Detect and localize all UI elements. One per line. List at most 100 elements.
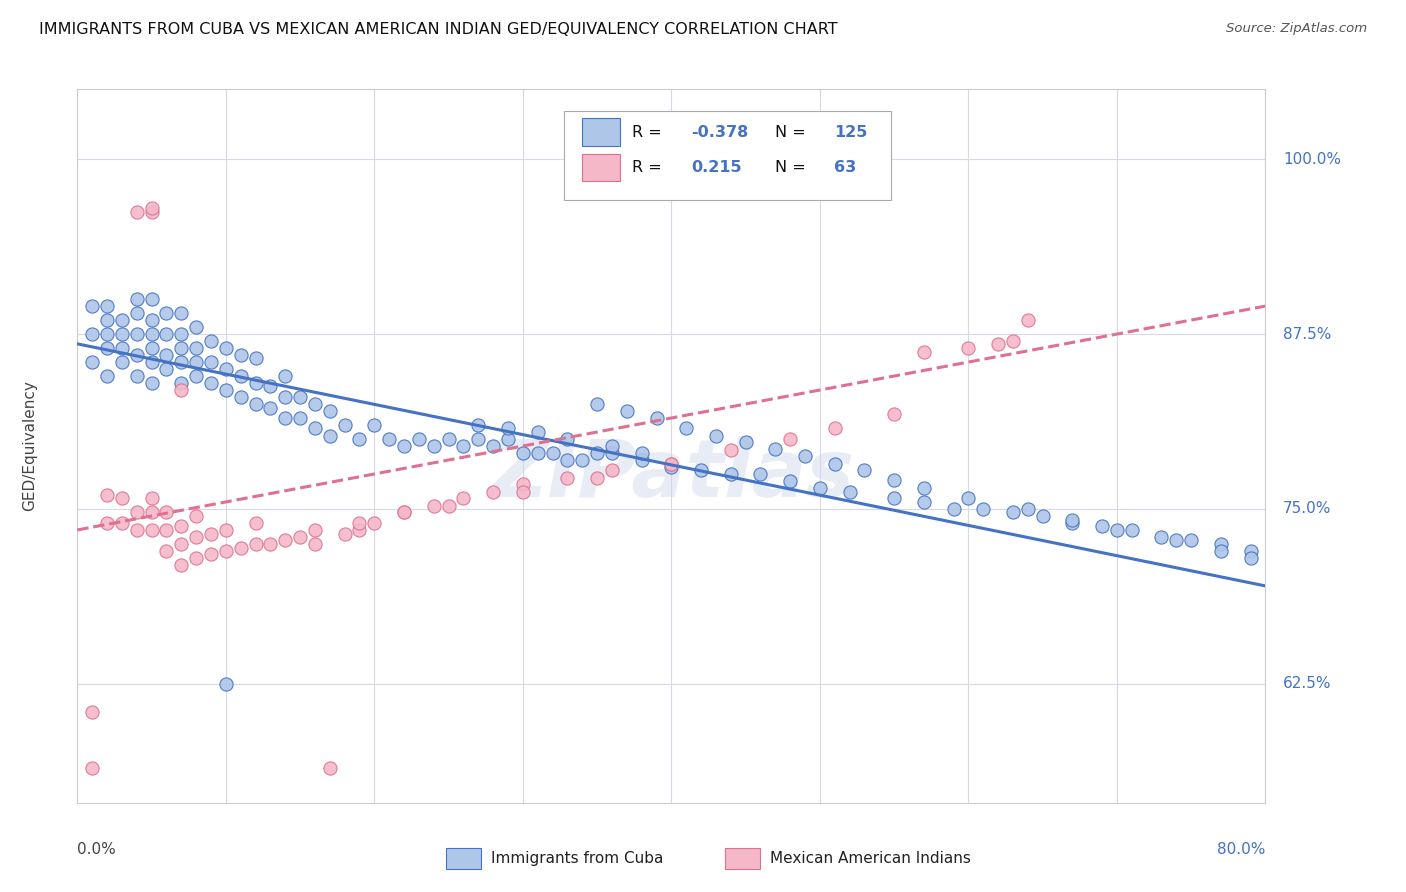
Text: Mexican American Indians: Mexican American Indians bbox=[770, 851, 972, 866]
Point bbox=[304, 523, 326, 537]
Point bbox=[363, 516, 385, 530]
Point bbox=[1001, 505, 1024, 519]
Point bbox=[215, 362, 238, 376]
Point bbox=[883, 473, 905, 487]
Point bbox=[453, 439, 475, 453]
Point bbox=[215, 544, 238, 558]
Text: Immigrants from Cuba: Immigrants from Cuba bbox=[491, 851, 664, 866]
Point bbox=[186, 355, 208, 369]
Point bbox=[155, 544, 177, 558]
Point bbox=[111, 516, 134, 530]
Point bbox=[482, 485, 505, 500]
Point bbox=[437, 499, 460, 513]
Point bbox=[824, 421, 846, 435]
Point bbox=[215, 383, 238, 397]
Point bbox=[1239, 544, 1261, 558]
Point bbox=[883, 491, 905, 505]
Point bbox=[186, 369, 208, 384]
Point bbox=[200, 376, 222, 390]
Point bbox=[229, 348, 252, 362]
Point bbox=[170, 537, 193, 551]
Point bbox=[630, 446, 652, 460]
Point bbox=[125, 327, 148, 342]
Point bbox=[186, 550, 208, 565]
Point bbox=[274, 390, 297, 404]
Text: 125: 125 bbox=[834, 125, 868, 139]
Point bbox=[1001, 334, 1024, 348]
Text: 0.215: 0.215 bbox=[692, 161, 742, 175]
Point bbox=[111, 355, 134, 369]
Point bbox=[200, 334, 222, 348]
Point bbox=[453, 491, 475, 505]
Point bbox=[512, 485, 534, 500]
Point bbox=[541, 446, 564, 460]
Point bbox=[333, 417, 356, 432]
Point bbox=[141, 205, 163, 219]
Point bbox=[170, 327, 193, 342]
Point bbox=[259, 537, 281, 551]
Point bbox=[274, 369, 297, 384]
Point bbox=[155, 362, 177, 376]
Point bbox=[526, 425, 548, 439]
Point bbox=[125, 205, 148, 219]
Point bbox=[304, 537, 326, 551]
Point bbox=[274, 533, 297, 547]
Point bbox=[155, 306, 177, 320]
Point bbox=[957, 341, 980, 355]
Point bbox=[111, 327, 134, 342]
Point bbox=[349, 523, 371, 537]
Point bbox=[392, 505, 415, 519]
Point bbox=[245, 376, 267, 390]
Point bbox=[408, 432, 430, 446]
Point bbox=[155, 505, 177, 519]
Text: N =: N = bbox=[775, 161, 811, 175]
Point bbox=[200, 527, 222, 541]
Point bbox=[186, 508, 208, 523]
Point bbox=[274, 411, 297, 425]
Point bbox=[229, 390, 252, 404]
Point bbox=[186, 530, 208, 544]
Point bbox=[170, 341, 193, 355]
Point bbox=[304, 397, 326, 411]
Point bbox=[215, 341, 238, 355]
Point bbox=[125, 348, 148, 362]
Point bbox=[170, 558, 193, 572]
Point bbox=[141, 491, 163, 505]
Point bbox=[1166, 533, 1188, 547]
Point bbox=[82, 705, 104, 719]
Point bbox=[155, 327, 177, 342]
Point bbox=[720, 443, 742, 458]
Point bbox=[125, 505, 148, 519]
Text: 75.0%: 75.0% bbox=[1284, 501, 1331, 516]
Point bbox=[883, 407, 905, 421]
Point bbox=[304, 421, 326, 435]
Point bbox=[512, 476, 534, 491]
Point bbox=[229, 541, 252, 556]
Point bbox=[141, 523, 163, 537]
Text: 63: 63 bbox=[834, 161, 856, 175]
FancyBboxPatch shape bbox=[582, 119, 620, 145]
Point bbox=[288, 530, 311, 544]
Point bbox=[749, 467, 772, 481]
FancyBboxPatch shape bbox=[564, 111, 891, 200]
Text: 87.5%: 87.5% bbox=[1284, 326, 1331, 342]
Point bbox=[259, 379, 281, 393]
Point bbox=[288, 411, 311, 425]
Point bbox=[200, 547, 222, 561]
Point bbox=[496, 421, 519, 435]
Point bbox=[779, 474, 801, 488]
Point bbox=[661, 460, 683, 475]
Point bbox=[586, 397, 609, 411]
Text: R =: R = bbox=[633, 161, 666, 175]
Point bbox=[661, 457, 683, 471]
Point bbox=[245, 397, 267, 411]
Text: ZIPatlas: ZIPatlas bbox=[489, 435, 853, 514]
Point bbox=[170, 306, 193, 320]
Point bbox=[557, 471, 579, 485]
Point bbox=[779, 432, 801, 446]
Text: R =: R = bbox=[633, 125, 666, 139]
Point bbox=[557, 432, 579, 446]
Point bbox=[912, 481, 935, 495]
Point bbox=[96, 516, 118, 530]
Point bbox=[96, 313, 118, 327]
